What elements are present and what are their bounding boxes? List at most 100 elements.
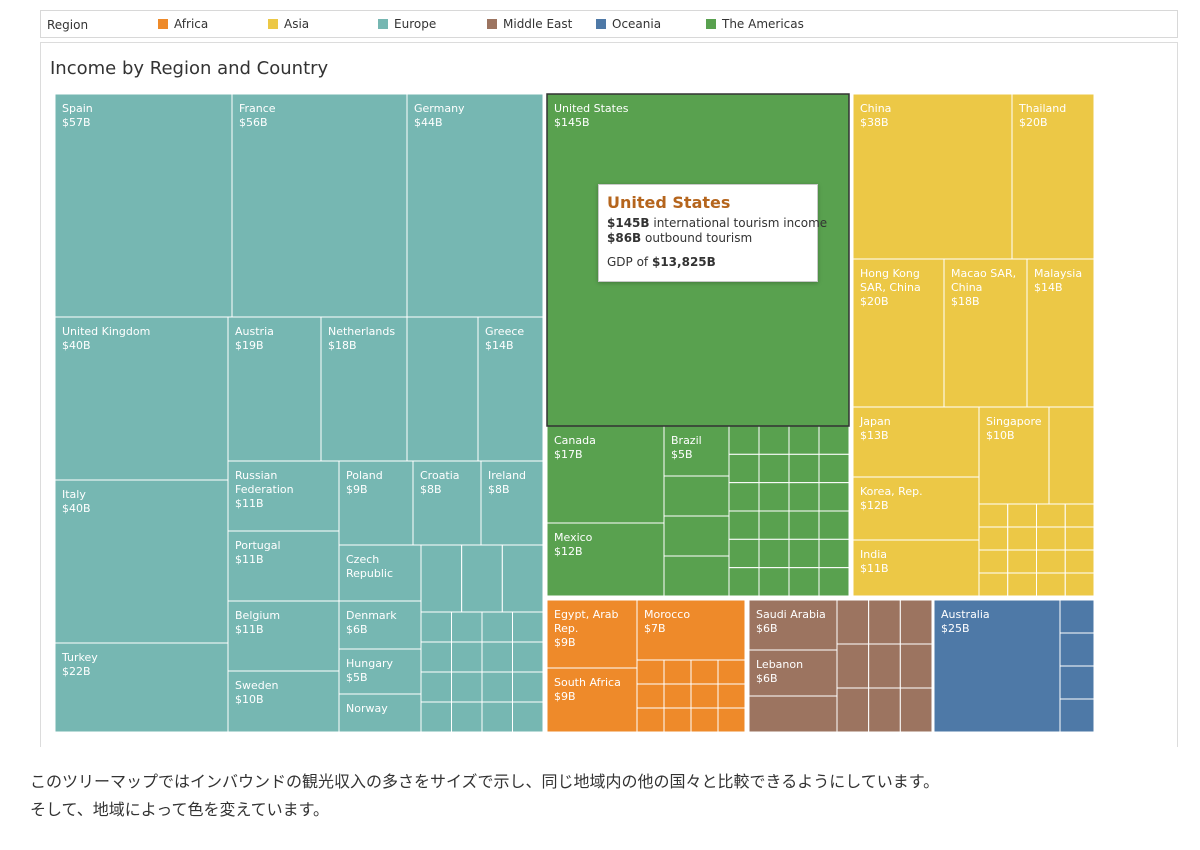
treemap-cell-europe-small[interactable] <box>420 544 463 613</box>
treemap-cell-middle-east-small[interactable] <box>836 599 870 645</box>
treemap-cell-europe-small[interactable] <box>512 701 544 733</box>
treemap-cell-middle-east-small[interactable] <box>899 599 933 645</box>
treemap-cell-africa-small[interactable] <box>663 683 692 709</box>
treemap-cell-croatia[interactable] <box>412 460 482 546</box>
legend-item-asia[interactable]: Asia <box>268 17 309 31</box>
treemap-cell-europe-small[interactable] <box>406 316 479 462</box>
treemap-cell-the-americas-small[interactable] <box>818 482 850 512</box>
treemap-cell-the-americas-small[interactable] <box>818 510 850 540</box>
treemap-cell-portugal[interactable] <box>227 530 340 602</box>
treemap-cell-the-americas-small[interactable] <box>758 538 790 569</box>
treemap-cell-middle-east-small[interactable] <box>868 599 901 645</box>
treemap-cell-the-americas-small[interactable] <box>788 453 820 484</box>
treemap-cell-africa-small[interactable] <box>690 659 719 685</box>
treemap-cell-middle-east-small[interactable] <box>868 687 901 733</box>
treemap-cell-the-americas-small[interactable] <box>758 567 790 597</box>
treemap-cell-asia-small[interactable] <box>1007 572 1037 597</box>
treemap-cell-europe-small[interactable] <box>512 611 544 643</box>
treemap-cell-the-americas-small[interactable] <box>788 538 820 569</box>
treemap-cell-japan[interactable] <box>852 406 980 478</box>
treemap-cell-the-americas-small[interactable] <box>728 453 760 484</box>
treemap-cell-australia[interactable] <box>933 599 1061 733</box>
treemap-cell-africa-small[interactable] <box>636 659 665 685</box>
treemap-cell-europe-small[interactable] <box>512 671 544 703</box>
treemap-cell-middle-east-small[interactable] <box>868 643 901 689</box>
treemap-cell-the-americas-small[interactable] <box>818 567 850 597</box>
treemap-cell-the-americas-small[interactable] <box>788 567 820 597</box>
treemap-cell-asia-small[interactable] <box>978 526 1009 551</box>
treemap-cell-united-kingdom[interactable] <box>54 316 229 481</box>
treemap-cell-asia-small[interactable] <box>978 572 1009 597</box>
legend-item-middle-east[interactable]: Middle East <box>487 17 572 31</box>
treemap-cell-thailand[interactable] <box>1011 93 1095 260</box>
treemap-cell-africa-small[interactable] <box>690 683 719 709</box>
treemap-cell-europe-small[interactable] <box>420 671 452 703</box>
treemap-cell-the-americas-small[interactable] <box>818 425 850 455</box>
treemap-cell-europe-small[interactable] <box>420 641 452 673</box>
treemap-cell-asia-small[interactable] <box>1064 549 1095 574</box>
treemap-cell-hong-kong-sar-china[interactable] <box>852 258 945 408</box>
treemap-cell-africa-small[interactable] <box>717 683 746 709</box>
treemap-cell-south-africa[interactable] <box>546 667 638 733</box>
treemap-cell-europe-small[interactable] <box>451 611 483 643</box>
treemap-cell-the-americas-small[interactable] <box>728 510 760 540</box>
treemap-cell-korea-rep[interactable] <box>852 476 980 541</box>
treemap-cell-the-americas-small[interactable] <box>663 555 730 597</box>
treemap-cell-china[interactable] <box>852 93 1013 260</box>
legend-item-the-americas[interactable]: The Americas <box>706 17 804 31</box>
treemap-cell-asia-small[interactable] <box>978 503 1009 528</box>
treemap-cell-the-americas-small[interactable] <box>758 453 790 484</box>
treemap-cell-asia-small[interactable] <box>1064 503 1095 528</box>
treemap-cell-france[interactable] <box>231 93 408 318</box>
treemap-cell-europe-small[interactable] <box>481 701 513 733</box>
treemap-cell-the-americas-small[interactable] <box>788 482 820 512</box>
treemap-cell-austria[interactable] <box>227 316 322 462</box>
treemap-cell-denmark[interactable] <box>338 600 422 650</box>
treemap-cell-europe-small[interactable] <box>451 671 483 703</box>
treemap-cell-oceania-small[interactable] <box>1059 698 1095 733</box>
treemap-cell-africa-small[interactable] <box>663 707 692 733</box>
treemap-cell-europe-small[interactable] <box>481 611 513 643</box>
treemap-cell-middle-east-small[interactable] <box>836 687 870 733</box>
treemap-cell-africa-small[interactable] <box>717 659 746 685</box>
treemap-cell-spain[interactable] <box>54 93 233 318</box>
treemap-cell-oceania-small[interactable] <box>1059 599 1095 634</box>
treemap-cell-russian-federation[interactable] <box>227 460 340 532</box>
treemap-cell-europe-small[interactable] <box>451 701 483 733</box>
treemap-cell-singapore[interactable] <box>978 406 1050 505</box>
legend-item-oceania[interactable]: Oceania <box>596 17 661 31</box>
treemap-cell-italy[interactable] <box>54 479 229 644</box>
legend-item-africa[interactable]: Africa <box>158 17 208 31</box>
treemap-cell-morocco[interactable] <box>636 599 746 661</box>
treemap-cell-the-americas-small[interactable] <box>663 515 730 557</box>
treemap-cell-oceania-small[interactable] <box>1059 632 1095 667</box>
treemap-cell-the-americas-small[interactable] <box>788 425 820 455</box>
treemap-cell-malaysia[interactable] <box>1026 258 1095 408</box>
treemap-cell-germany[interactable] <box>406 93 544 318</box>
treemap-cell-europe-small[interactable] <box>420 611 452 643</box>
treemap-cell-the-americas-small[interactable] <box>728 567 760 597</box>
treemap-cell-asia-small[interactable] <box>978 549 1009 574</box>
treemap-cell-middle-east-small[interactable] <box>748 695 838 733</box>
treemap-cell-asia-small[interactable] <box>1064 572 1095 597</box>
treemap-cell-asia-small[interactable] <box>1036 526 1066 551</box>
treemap-cell-asia-small[interactable] <box>1036 549 1066 574</box>
treemap-cell-middle-east-small[interactable] <box>899 687 933 733</box>
treemap-cell-the-americas-small[interactable] <box>758 510 790 540</box>
treemap-cell-the-americas-small[interactable] <box>818 453 850 484</box>
treemap-cell-greece[interactable] <box>477 316 544 462</box>
treemap-cell-oceania-small[interactable] <box>1059 665 1095 700</box>
treemap-cell-africa-small[interactable] <box>663 659 692 685</box>
treemap-cell-belgium[interactable] <box>227 600 340 672</box>
treemap-cell-the-americas-small[interactable] <box>788 510 820 540</box>
treemap-cell-asia-small[interactable] <box>1036 503 1066 528</box>
treemap-cell-asia-small[interactable] <box>1036 572 1066 597</box>
treemap-cell-ireland[interactable] <box>480 460 544 546</box>
treemap-cell-saudi-arabia[interactable] <box>748 599 838 651</box>
treemap-cell-asia-small[interactable] <box>1048 406 1095 505</box>
treemap-cell-africa-small[interactable] <box>717 707 746 733</box>
treemap-cell-europe-small[interactable] <box>481 671 513 703</box>
treemap-cell-middle-east-small[interactable] <box>899 643 933 689</box>
treemap-cell-turkey[interactable] <box>54 642 229 733</box>
treemap-cell-asia-small[interactable] <box>1007 526 1037 551</box>
